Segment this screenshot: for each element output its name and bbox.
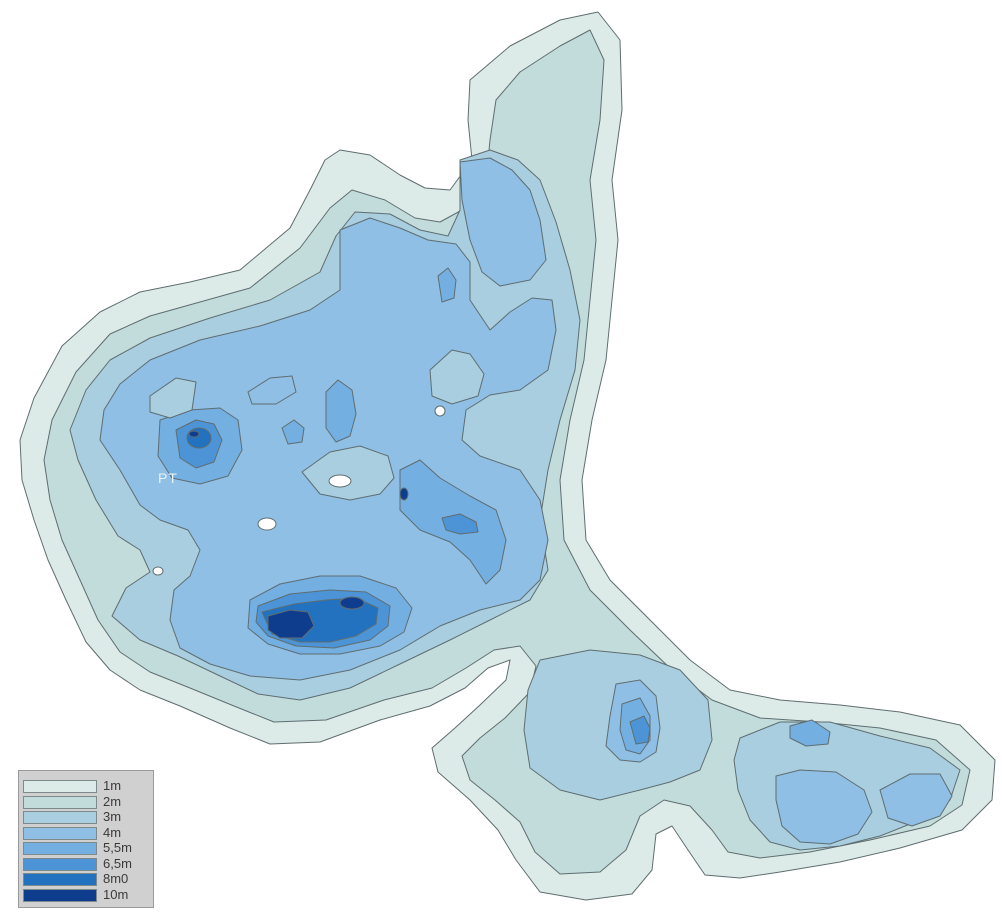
shoal-patch-small2	[281, 419, 305, 445]
depth-zone-10m-southeast	[339, 596, 365, 610]
shoal-patch-small	[247, 375, 297, 405]
depth-zone-4m-main	[99, 217, 557, 681]
legend-label: 10m	[103, 886, 129, 902]
depth-zone-4m-east2	[879, 773, 953, 827]
shoal-patch-center	[301, 445, 395, 501]
map-station-label: PT	[158, 470, 178, 486]
island-north	[434, 405, 446, 417]
legend-item: 6,5m	[23, 855, 149, 871]
legend-item: 5,5m	[23, 840, 149, 855]
depth-zone-5-5m-center	[325, 379, 357, 443]
depth-zone-10m-south	[267, 609, 315, 639]
depth-zone-4m-north	[459, 157, 547, 287]
legend-item: 8m0	[23, 871, 149, 886]
depth-zone-5-5m-east-small	[789, 719, 831, 747]
island-center	[328, 474, 352, 488]
legend-label: 5,5m	[103, 840, 132, 855]
legend-label: 3m	[103, 809, 122, 824]
legend-item: 2m	[23, 793, 149, 809]
legend-swatch	[23, 826, 97, 840]
depth-zone-6-5m-east	[441, 513, 479, 535]
island-west	[257, 517, 277, 531]
shoal-patch-west	[149, 377, 197, 419]
legend-item: 1m	[23, 778, 149, 793]
legend-swatch	[23, 795, 97, 809]
legend-swatch	[23, 842, 97, 855]
legend-swatch	[23, 857, 97, 871]
island-southwest	[152, 566, 164, 576]
legend-label: 6,5m	[103, 855, 132, 871]
depth-zone-8m0-west	[186, 427, 212, 449]
shoal-patch-north	[437, 267, 457, 303]
legend-item: 4m	[23, 824, 149, 840]
legend-item: 10m	[23, 886, 149, 902]
legend-item: 3m	[23, 809, 149, 824]
depth-zone-4m-east	[775, 769, 873, 845]
legend-label: 4m	[103, 824, 122, 840]
legend-label: 8m0	[103, 871, 129, 886]
legend-label: 1m	[103, 778, 122, 793]
legend-label: 2m	[103, 793, 122, 809]
shoal-patch-east	[429, 349, 485, 405]
depth-zone-6-5m-se	[629, 715, 651, 745]
legend-swatch	[23, 780, 97, 793]
legend-swatch	[23, 811, 97, 824]
depth-legend: 1m 2m 3m 4m 5,5m 6,5m 8m0 10m	[18, 770, 154, 908]
legend-swatch	[23, 888, 97, 902]
depth-zone-10m-east	[399, 487, 409, 501]
depth-zone-10m-west	[188, 430, 200, 438]
legend-swatch	[23, 873, 97, 886]
